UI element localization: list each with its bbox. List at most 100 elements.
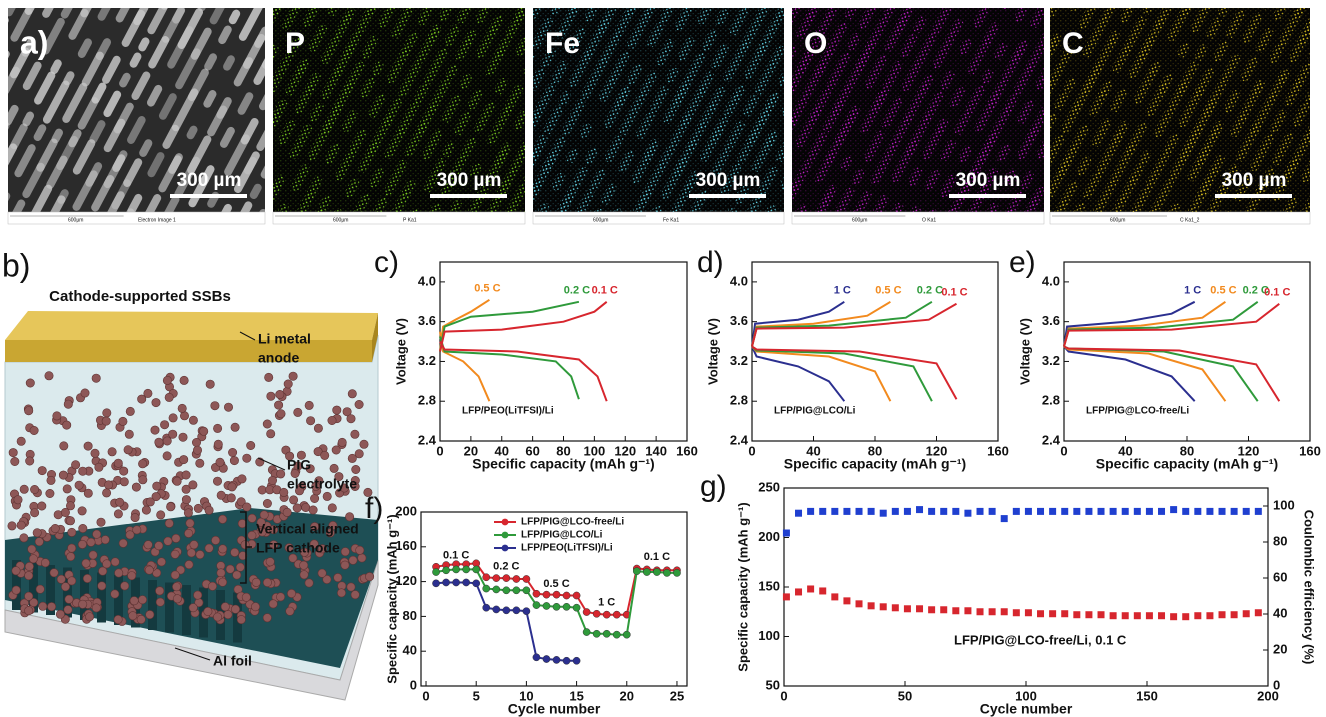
series-label: 0.2 C: [1243, 285, 1269, 297]
streak: [383, 159, 408, 197]
particle: [204, 505, 214, 515]
particle: [138, 459, 148, 469]
particle: [7, 521, 17, 531]
streak: [646, 22, 665, 48]
series-label: 0.1 C: [941, 287, 967, 299]
streak: [932, 32, 956, 70]
annotation: 0.5 C: [543, 578, 569, 590]
streak: [686, 52, 706, 81]
x-tick-label: 80: [1180, 443, 1194, 458]
streak: [567, 50, 593, 89]
data-point: [1218, 507, 1226, 515]
particle: [154, 437, 164, 447]
streak: [589, 168, 606, 191]
caption: Fe Ka1: [663, 217, 679, 223]
streak: [1003, 94, 1018, 114]
streak: [168, 155, 182, 174]
data-point: [522, 575, 531, 583]
particle: [192, 437, 202, 447]
streak: [1069, 124, 1089, 153]
streak: [1030, 8, 1044, 28]
data-point: [462, 565, 471, 574]
particle: [267, 475, 277, 485]
data-point: [522, 607, 531, 616]
particle: [236, 497, 246, 507]
streak: [378, 8, 398, 28]
streak: [1249, 94, 1277, 136]
particle: [292, 503, 302, 513]
particle: [208, 581, 218, 591]
streak: [1110, 89, 1127, 113]
streak: [1252, 79, 1265, 96]
streak: [914, 33, 937, 68]
streak: [764, 228, 783, 254]
y2-tick-label: 40: [1273, 605, 1287, 620]
streak: [847, 33, 861, 51]
streak: [369, 196, 388, 212]
streak: [386, 47, 410, 84]
streak: [1240, 55, 1259, 82]
streak: [518, 131, 525, 157]
particle: [269, 525, 279, 535]
x-tick-label: 15: [569, 688, 583, 703]
streak: [1186, 233, 1203, 254]
streak: [515, 35, 525, 56]
streak: [503, 84, 524, 114]
panel-label: f): [365, 492, 383, 525]
streak: [464, 0, 483, 7]
particle: [266, 391, 276, 401]
panel-label: g): [700, 470, 727, 503]
x-tick-label: 140: [645, 443, 667, 458]
streak: [904, 205, 921, 212]
particle: [213, 439, 223, 449]
streak: [776, 222, 798, 254]
data-point: [1158, 612, 1166, 620]
streak: [33, 124, 47, 142]
streak: [572, 166, 588, 187]
streak: [708, 86, 726, 111]
particle: [224, 402, 234, 412]
streak: [273, 44, 279, 59]
streak: [643, 8, 665, 18]
streak: [711, 148, 731, 177]
chart: d) 0 40 80 120 160 2.4 2.8 3.2 3.6 4.0 Specific cap…: [697, 246, 1009, 472]
panel-label: O: [804, 27, 827, 60]
particle: [128, 611, 138, 621]
streak: [368, 93, 386, 118]
streak: [551, 61, 568, 84]
data-point: [1109, 612, 1117, 620]
streak: [8, 8, 20, 17]
legend-marker: [501, 531, 509, 539]
streak: [967, 35, 993, 75]
data-point: [462, 578, 471, 587]
streak: [257, 237, 272, 254]
streak: [1003, 168, 1017, 185]
streak: [1153, 108, 1174, 139]
streak: [495, 38, 510, 58]
streak: [852, 236, 867, 253]
y-axis-title: Specific capacity (mAh g⁻¹): [384, 514, 399, 683]
ruler-label: 600µm: [333, 217, 348, 223]
streak: [353, 0, 370, 3]
data-point: [512, 575, 521, 583]
particle: [251, 577, 261, 587]
streak: [127, 116, 146, 144]
particle: [347, 389, 357, 399]
particle: [145, 610, 155, 620]
streak: [1020, 171, 1035, 190]
particle: [46, 475, 56, 485]
streak: [807, 12, 834, 53]
streak: [8, 104, 19, 126]
particle: [168, 413, 178, 423]
streak: [324, 143, 340, 165]
annotation: LFP/PIG@LCO-free/Li, 0.1 C: [954, 632, 1127, 647]
streak: [1315, 77, 1326, 120]
particle: [49, 568, 59, 578]
streak: [1223, 90, 1241, 114]
streak: [200, 165, 215, 185]
streak: [643, 226, 663, 253]
streak: [835, 187, 855, 212]
streak: [0, 57, 7, 99]
streak: [499, 168, 517, 194]
streak: [996, 144, 1011, 163]
